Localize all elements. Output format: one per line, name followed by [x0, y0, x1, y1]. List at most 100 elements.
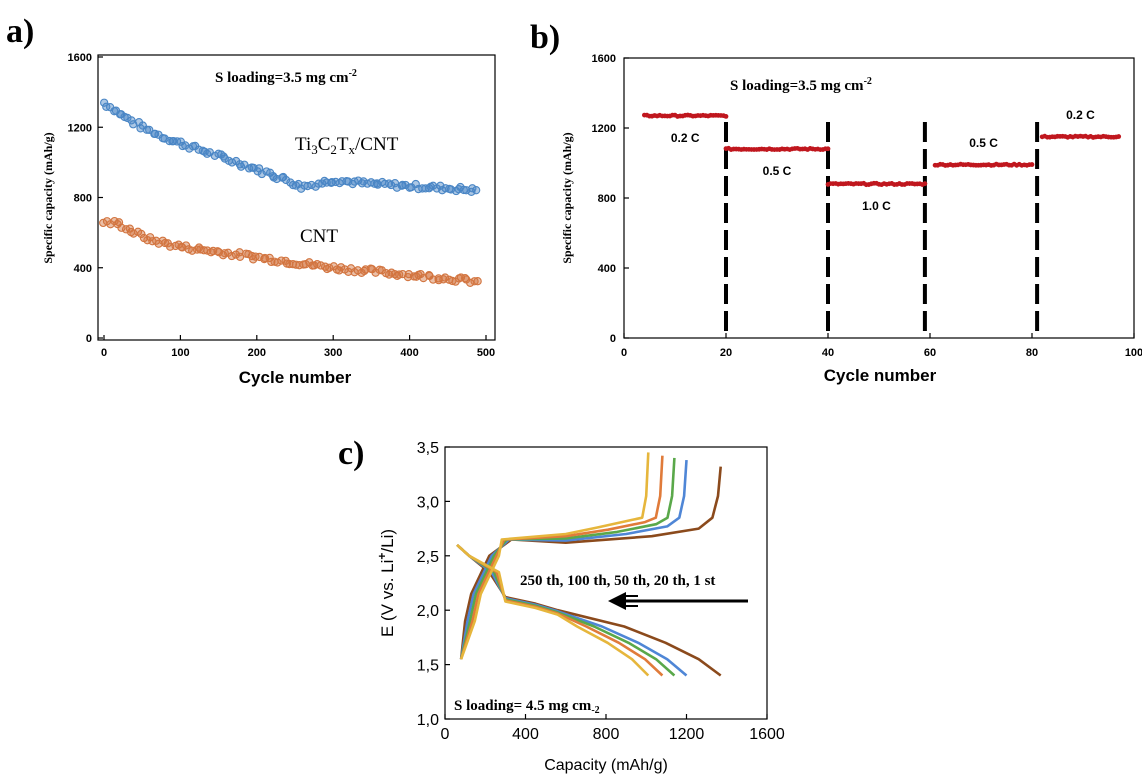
data-point: [723, 113, 729, 119]
panel-a-x-axis-title: Cycle number: [239, 368, 352, 387]
data-point: [273, 258, 282, 267]
panel-a-y-tick-label: 400: [74, 263, 92, 275]
panel-a: a) 0 400 800 1200 1600 0 100 200 300 400 500 S lo…: [6, 13, 496, 387]
rate-segment: 0.2 C: [1039, 108, 1122, 140]
panel-c-y-tick-label: 2,5: [417, 549, 439, 566]
panel-c-y-tick-label: 3,5: [417, 440, 439, 457]
panel-c-y-tick-label: 2,0: [417, 603, 439, 620]
rate-label: 0.5 C: [969, 136, 998, 150]
data-point: [473, 277, 482, 286]
panel-c-cycle-order-label: 250 th, 100 th, 50 th, 20 th, 1 st: [520, 573, 715, 589]
charge-curve: [459, 455, 664, 660]
panel-c: c) 1,0 1,5 2,0 2,5 3,0 3,5 0 400 800 1200 1600 25…: [338, 435, 785, 774]
rate-segment: 1.0 C: [825, 180, 928, 213]
data-point: [154, 239, 163, 248]
rate-segment: 0.2 C: [642, 112, 729, 145]
panel-a-x-tick-label: 300: [324, 347, 342, 359]
panel-a-loading-annotation: S loading=3.5 mg cm-2: [215, 68, 357, 86]
panel-a-x-tick-label: 100: [171, 347, 189, 359]
panel-b-y-tick-label: 400: [598, 263, 616, 275]
panel-b-x-tick-label: 0: [621, 347, 627, 359]
panel-c-loading-annotation: S loading= 4.5 mg cm-2: [454, 698, 600, 716]
data-point: [325, 263, 334, 272]
data-point: [468, 184, 477, 193]
panel-a-series-label-cnt: CNT: [300, 226, 338, 247]
data-point: [123, 113, 132, 123]
panel-c-x-tick-label: 1600: [749, 726, 785, 743]
data-point: [440, 273, 450, 282]
panel-b-y-tick-label: 800: [598, 193, 616, 205]
data-point: [137, 229, 146, 239]
data-point: [922, 181, 928, 187]
panel-a-y-tick-label: 800: [74, 193, 92, 205]
panel-a-y-tick-label: 1600: [68, 52, 92, 64]
panel-b-x-ticks: 0 20 40 60 80 100: [621, 333, 1142, 359]
panel-b-x-tick-label: 60: [924, 347, 936, 359]
panel-a-y-ticks: 0 400 800 1200 1600: [68, 52, 103, 345]
data-point: [1029, 162, 1035, 167]
data-point: [472, 186, 481, 195]
panel-b-series: 0.2 C 0.5 C 1.0 C 0.5 C 0.2 C: [642, 108, 1122, 213]
data-point: [146, 233, 155, 242]
panel-a-x-tick-label: 400: [400, 347, 418, 359]
data-point: [1116, 134, 1122, 139]
data-point: [142, 125, 152, 134]
panel-c-y-tick-label: 1,5: [417, 658, 439, 675]
panel-c-letter: c): [338, 435, 364, 472]
discharge-curve: [456, 543, 722, 677]
panel-a-x-ticks: 0 100 200 300 400 500: [101, 335, 495, 359]
data-point: [825, 146, 831, 152]
panel-a-y-tick-label: 0: [86, 333, 92, 345]
discharge-curve: [456, 543, 650, 677]
data-point: [100, 98, 109, 107]
rate-label: 0.5 C: [763, 164, 792, 178]
panel-c-y-tick-label: 3,0: [417, 494, 439, 511]
rate-segment: 0.5 C: [723, 145, 831, 178]
panel-a-series-label-ti3c2tx-cnt: Ti3C2Tx/CNT: [295, 134, 399, 157]
data-point: [466, 278, 475, 288]
data-point: [117, 223, 126, 232]
panel-a-series: [99, 98, 482, 288]
panel-b-x-tick-label: 100: [1125, 347, 1142, 359]
data-point: [129, 229, 138, 238]
data-point: [281, 175, 291, 185]
panel-a-letter: a): [6, 13, 34, 50]
panel-c-x-tick-label: 800: [593, 726, 620, 743]
data-point: [294, 179, 303, 189]
panel-b-y-axis-title: Specific capacity (mAh/g): [560, 132, 574, 263]
data-point: [344, 177, 353, 186]
panel-b-x-tick-label: 20: [720, 347, 732, 359]
rate-segment: 0.5 C: [932, 136, 1035, 168]
panel-a-y-axis-title: Specific capacity (mAh/g): [41, 132, 55, 263]
panel-a-x-tick-label: 500: [477, 347, 495, 359]
panel-c-x-tick-label: 400: [512, 726, 539, 743]
data-point: [257, 169, 267, 179]
panel-c-y-ticks: 1,0 1,5 2,0 2,5 3,0 3,5: [417, 440, 450, 729]
panel-a-x-tick-label: 0: [101, 347, 107, 359]
panel-b-x-tick-label: 40: [822, 347, 834, 359]
rate-label: 0.2 C: [1066, 108, 1095, 122]
series-cnt: [99, 216, 482, 288]
panel-b-plot-frame: [623, 57, 1135, 339]
panel-c-direction-arrow: [608, 592, 748, 610]
voltage-profile-series: [456, 452, 650, 677]
panel-a-y-tick-label: 1200: [68, 122, 92, 134]
panel-b-x-tick-label: 80: [1026, 347, 1038, 359]
panel-a-x-tick-label: 200: [248, 347, 266, 359]
panel-b-rate-dividers: [724, 122, 1040, 338]
panel-a-plot-frame: [97, 54, 496, 341]
panel-c-x-tick-label: 1200: [669, 726, 705, 743]
data-point: [220, 154, 229, 163]
panel-c-x-tick-label: 0: [441, 726, 450, 743]
rate-label: 0.2 C: [671, 131, 700, 145]
charge-curve: [459, 457, 676, 660]
panel-c-y-tick-label: 1,0: [417, 712, 439, 729]
panel-c-x-axis-title: Capacity (mAh/g): [544, 757, 668, 774]
panel-b-letter: b): [530, 19, 560, 56]
charge-curve: [459, 466, 722, 660]
panel-c-x-ticks: 0 400 800 1200 1600: [441, 714, 785, 743]
panel-c-series: [456, 452, 722, 677]
data-point: [390, 179, 400, 188]
charge-curve: [459, 460, 688, 660]
panel-b-y-tick-label: 1600: [592, 53, 616, 65]
